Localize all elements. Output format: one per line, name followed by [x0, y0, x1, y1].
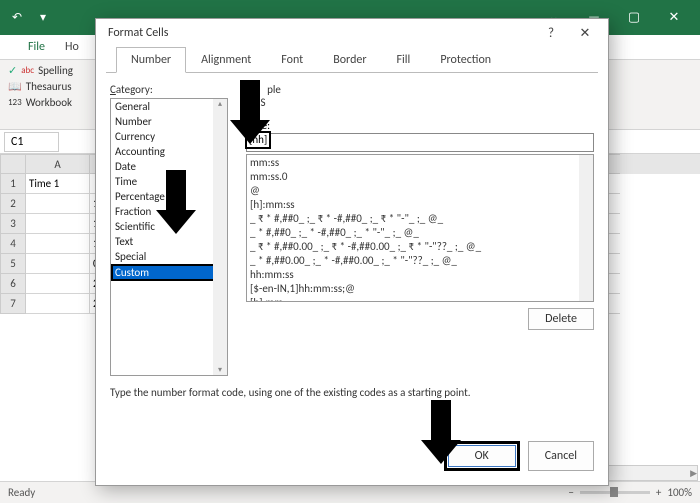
tab-fill[interactable]: Fill — [382, 47, 426, 73]
delete-button[interactable]: Delete — [528, 308, 594, 330]
tab-home[interactable]: Ho — [55, 36, 89, 58]
category-item[interactable]: Custom — [111, 264, 227, 281]
category-list[interactable]: GeneralNumberCurrencyAccountingDateTimeP… — [110, 98, 228, 376]
cancel-button[interactable]: Cancel — [528, 441, 594, 471]
category-item[interactable]: Percentage — [111, 189, 227, 204]
maximize-button[interactable]: ▢ — [614, 0, 654, 35]
format-item[interactable]: _ * #,##0_ ;_ * -#,##0_ ;_ * "-"_ ;_ @_ — [250, 226, 590, 240]
col-hdr[interactable]: A — [26, 154, 90, 174]
tab-number[interactable]: Number — [116, 47, 186, 73]
cell[interactable] — [26, 294, 90, 314]
type-label: Type: — [246, 119, 594, 132]
status-text: Ready — [8, 486, 35, 499]
cell[interactable] — [26, 254, 90, 274]
sample-label: Sample — [248, 83, 594, 96]
ok-highlight: OK — [444, 441, 520, 471]
dialog-tabs: Number Alignment Font Border Fill Protec… — [106, 47, 598, 73]
book-icon: 📖 — [8, 80, 22, 93]
format-item[interactable]: _ ₹ * #,##0.00_ ;_ ₹ * -#,##0.00_ ;_ ₹ *… — [250, 240, 590, 254]
sample-value: Su — [248, 96, 594, 109]
cell[interactable]: Time 1 — [26, 174, 90, 194]
type-highlight: [hh] — [245, 131, 271, 149]
category-item[interactable]: Date — [111, 159, 227, 174]
format-cells-dialog: Format Cells ? ✕ Number Alignment Font B… — [95, 18, 609, 486]
format-item[interactable]: @ — [250, 184, 590, 198]
row-hdr[interactable]: 7 — [0, 294, 26, 314]
cell[interactable] — [26, 234, 90, 254]
tab-file[interactable]: File — [18, 36, 55, 58]
format-item[interactable]: hh:mm:ss — [250, 268, 590, 282]
row-hdr[interactable]: 1 — [0, 174, 26, 194]
category-label: Category: — [110, 83, 228, 96]
category-item[interactable]: Currency — [111, 129, 227, 144]
cell[interactable] — [26, 214, 90, 234]
close-button[interactable]: ✕ — [654, 0, 694, 35]
tab-border[interactable]: Border — [318, 47, 381, 73]
format-item[interactable]: [$-en-IN,1]hh:mm:ss;@ — [250, 282, 590, 296]
zoom-control[interactable]: − + 100% — [568, 486, 692, 499]
hint-text: Type the number format code, using one o… — [110, 386, 594, 399]
select-all[interactable] — [0, 154, 26, 174]
dialog-close-button[interactable]: ✕ — [568, 21, 602, 45]
category-item[interactable]: Number — [111, 114, 227, 129]
scrollbar[interactable] — [579, 155, 593, 301]
category-item[interactable]: Accounting — [111, 144, 227, 159]
row-hdr[interactable]: 6 — [0, 274, 26, 294]
category-item[interactable]: Special — [111, 249, 227, 264]
redo-button[interactable]: ▾ — [32, 7, 54, 29]
type-input[interactable] — [246, 133, 594, 152]
dialog-titlebar[interactable]: Format Cells ? ✕ — [96, 19, 608, 47]
dialog-title: Format Cells — [108, 26, 168, 40]
cell[interactable] — [26, 194, 90, 214]
format-item[interactable]: mm:ss.0 — [250, 170, 590, 184]
zoom-level: 100% — [667, 486, 692, 499]
row-hdr[interactable]: 4 — [0, 234, 26, 254]
format-item[interactable]: [h]:mm; — [250, 296, 590, 302]
format-item[interactable]: _ ₹ * #,##0_ ;_ ₹ * -#,##0_ ;_ ₹ * "-"_ … — [250, 212, 590, 226]
format-list[interactable]: mm:ssmm:ss.0@[h]:mm:ss_ ₹ * #,##0_ ;_ ₹ … — [246, 154, 594, 302]
check-icon: ✓ — [8, 64, 17, 77]
tab-protection[interactable]: Protection — [425, 47, 506, 73]
category-item[interactable]: Fraction — [111, 204, 227, 219]
scrollbar[interactable]: ▴▾ — [213, 99, 227, 375]
category-item[interactable]: General — [111, 99, 227, 114]
cell[interactable] — [26, 274, 90, 294]
tab-alignment[interactable]: Alignment — [186, 47, 266, 73]
row-hdr[interactable]: 5 — [0, 254, 26, 274]
tab-font[interactable]: Font — [266, 47, 318, 73]
format-item[interactable]: _ * #,##0.00_ ;_ * -#,##0.00_ ;_ * "-"??… — [250, 254, 590, 268]
name-box[interactable]: C1 — [4, 132, 59, 152]
row-hdr[interactable]: 3 — [0, 214, 26, 234]
category-item[interactable]: Scientific — [111, 219, 227, 234]
stats-icon: 123 — [8, 97, 22, 108]
help-button[interactable]: ? — [534, 21, 568, 45]
row-hdr[interactable]: 2 — [0, 194, 26, 214]
category-item[interactable]: Text — [111, 234, 227, 249]
format-item[interactable]: mm:ss — [250, 156, 590, 170]
format-item[interactable]: [h]:mm:ss — [250, 198, 590, 212]
ok-button[interactable]: OK — [448, 445, 516, 467]
undo-button[interactable]: ↶ — [6, 7, 28, 29]
category-item[interactable]: Time — [111, 174, 227, 189]
